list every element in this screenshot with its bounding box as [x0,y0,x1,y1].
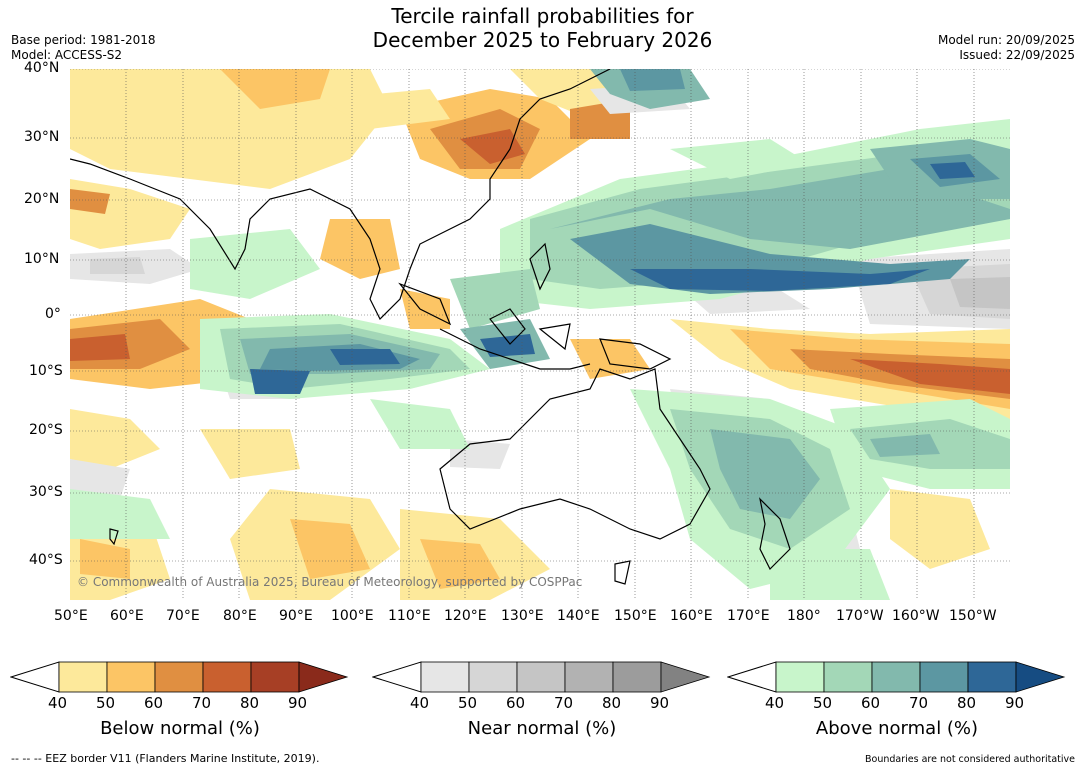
colorbar-below-bin [250,661,300,693]
colorbar-near-normal [372,661,711,693]
colorbar-below-tick: 80 [240,694,260,712]
lat-label: 20°S [29,422,63,438]
colorbar-near-tick: 90 [650,694,670,712]
colorbar-below-tick: 40 [48,694,68,712]
lat-label: 20°N [24,191,60,207]
colorbar-near-bin [564,661,614,693]
model-run: Model run: 20/09/2025 [937,33,1075,47]
colorbar-near-label: Near normal (%) [467,718,617,739]
lon-label: 110°E [388,608,431,624]
colorbar-above-tick: 70 [909,694,929,712]
colorbar-above-max-arrow [1015,661,1066,693]
lon-label: 60°E [110,608,144,624]
colorbar-below-tick: 50 [96,694,116,712]
colorbar-below-bin [154,661,204,693]
lon-label: 120°E [444,608,487,624]
copyright-notice: © Commonwealth of Australia 2025, Bureau… [77,575,582,589]
lon-label: 150°E [614,608,657,624]
colorbar-near-tick: 60 [506,694,526,712]
colorbar-below-min-arrow [10,661,60,693]
colorbar-above-bin [775,661,825,693]
issued-date: Issued: 22/09/2025 [959,48,1075,62]
colorbar-above-tick: 40 [765,694,785,712]
colorbar-above-tick: 80 [957,694,977,712]
lon-label: 130°E [501,608,544,624]
colorbar-below-tick: 60 [144,694,164,712]
colorbar-below-max-arrow [298,661,349,693]
lon-label: 70°E [166,608,200,624]
colorbar-below-tick: 70 [192,694,212,712]
colorbar-below-bin [202,661,252,693]
base-period: Base period: 1981-2018 [11,33,156,47]
lat-label: 10°S [29,363,63,379]
colorbar-near-bin [612,661,662,693]
lon-label: 180° [787,608,821,624]
colorbar-above-tick: 90 [1005,694,1025,712]
colorbar-above-bin [871,661,921,693]
lon-label: 170°E [727,608,770,624]
lon-label: 160°E [670,608,713,624]
colorbar-above-label: Above normal (%) [815,718,979,739]
colorbar-near-bin [468,661,518,693]
colorbar-near-min-arrow [372,661,422,693]
colorbar-below-bin [106,661,156,693]
colorbar-near-bin [420,661,470,693]
lon-label: 150°W [949,608,997,624]
colorbar-above-min-arrow [727,661,777,693]
lat-label: 10°N [24,251,60,267]
colorbar-above-tick: 50 [813,694,833,712]
model-name: Model: ACCESS-S2 [11,48,123,62]
colorbar-below-label: Below normal (%) [100,718,260,739]
colorbar-above-tick: 60 [861,694,881,712]
colorbar-below-bin [58,661,108,693]
lat-label: 30°N [24,129,60,145]
colorbar-below-normal [10,661,349,693]
colorbar-near-tick: 40 [410,694,430,712]
eez-border-note: -- -- -- EEZ border V11 (Flanders Marine… [11,752,320,765]
lat-label: 30°S [29,484,63,500]
lat-label: 0° [45,306,61,322]
colorbar-above-bin [823,661,873,693]
colorbar-near-bin [516,661,566,693]
lat-label: 40°S [29,552,63,568]
above-normal-regions [70,69,1010,600]
lon-label: 100°E [331,608,374,624]
lon-label: 160°W [892,608,940,624]
lon-label: 170°W [836,608,884,624]
probability-map: © Commonwealth of Australia 2025, Bureau… [70,69,1010,600]
colorbar-below-tick: 90 [288,694,308,712]
colorbar-above-normal [727,661,1066,693]
lat-label: 40°N [24,60,60,76]
colorbar-near-tick: 50 [458,694,478,712]
coastlines [70,69,791,585]
lon-label: 90°E [279,608,313,624]
map-title-line-2: December 2025 to February 2026 [372,28,713,52]
boundaries-disclaimer: Boundaries are not considered authoritat… [865,754,1075,765]
lon-label: 50°E [54,608,88,624]
lon-label: 140°E [557,608,600,624]
colorbar-above-bin [967,661,1017,693]
colorbar-above-bin [919,661,969,693]
lon-label: 80°E [223,608,257,624]
graticule [70,69,1010,600]
colorbar-near-tick: 70 [554,694,574,712]
colorbar-near-tick: 80 [602,694,622,712]
colorbar-near-max-arrow [660,661,711,693]
map-title-line-1: Tercile rainfall probabilities for [391,4,694,28]
